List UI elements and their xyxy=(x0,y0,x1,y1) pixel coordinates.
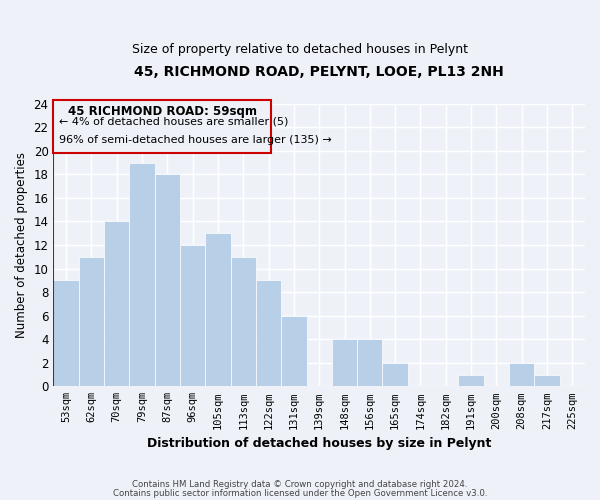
Bar xyxy=(382,363,408,386)
Bar xyxy=(281,316,307,386)
Bar xyxy=(130,162,155,386)
Bar xyxy=(256,280,281,386)
Text: 96% of semi-detached houses are larger (135) →: 96% of semi-detached houses are larger (… xyxy=(59,135,332,145)
Bar xyxy=(332,339,357,386)
Bar xyxy=(230,257,256,386)
Bar xyxy=(53,280,79,386)
Bar xyxy=(357,339,382,386)
Bar xyxy=(155,174,180,386)
Bar xyxy=(79,257,104,386)
Y-axis label: Number of detached properties: Number of detached properties xyxy=(15,152,28,338)
Text: Contains public sector information licensed under the Open Government Licence v3: Contains public sector information licen… xyxy=(113,488,487,498)
Bar xyxy=(205,234,230,386)
Text: ← 4% of detached houses are smaller (5): ← 4% of detached houses are smaller (5) xyxy=(59,116,289,126)
Text: 45 RICHMOND ROAD: 59sqm: 45 RICHMOND ROAD: 59sqm xyxy=(68,105,257,118)
X-axis label: Distribution of detached houses by size in Pelynt: Distribution of detached houses by size … xyxy=(147,437,491,450)
Bar xyxy=(458,374,484,386)
Text: Size of property relative to detached houses in Pelynt: Size of property relative to detached ho… xyxy=(132,42,468,56)
Bar xyxy=(535,374,560,386)
Bar xyxy=(104,222,130,386)
Text: Contains HM Land Registry data © Crown copyright and database right 2024.: Contains HM Land Registry data © Crown c… xyxy=(132,480,468,489)
Title: 45, RICHMOND ROAD, PELYNT, LOOE, PL13 2NH: 45, RICHMOND ROAD, PELYNT, LOOE, PL13 2N… xyxy=(134,65,504,79)
Bar xyxy=(180,245,205,386)
Bar xyxy=(509,363,535,386)
